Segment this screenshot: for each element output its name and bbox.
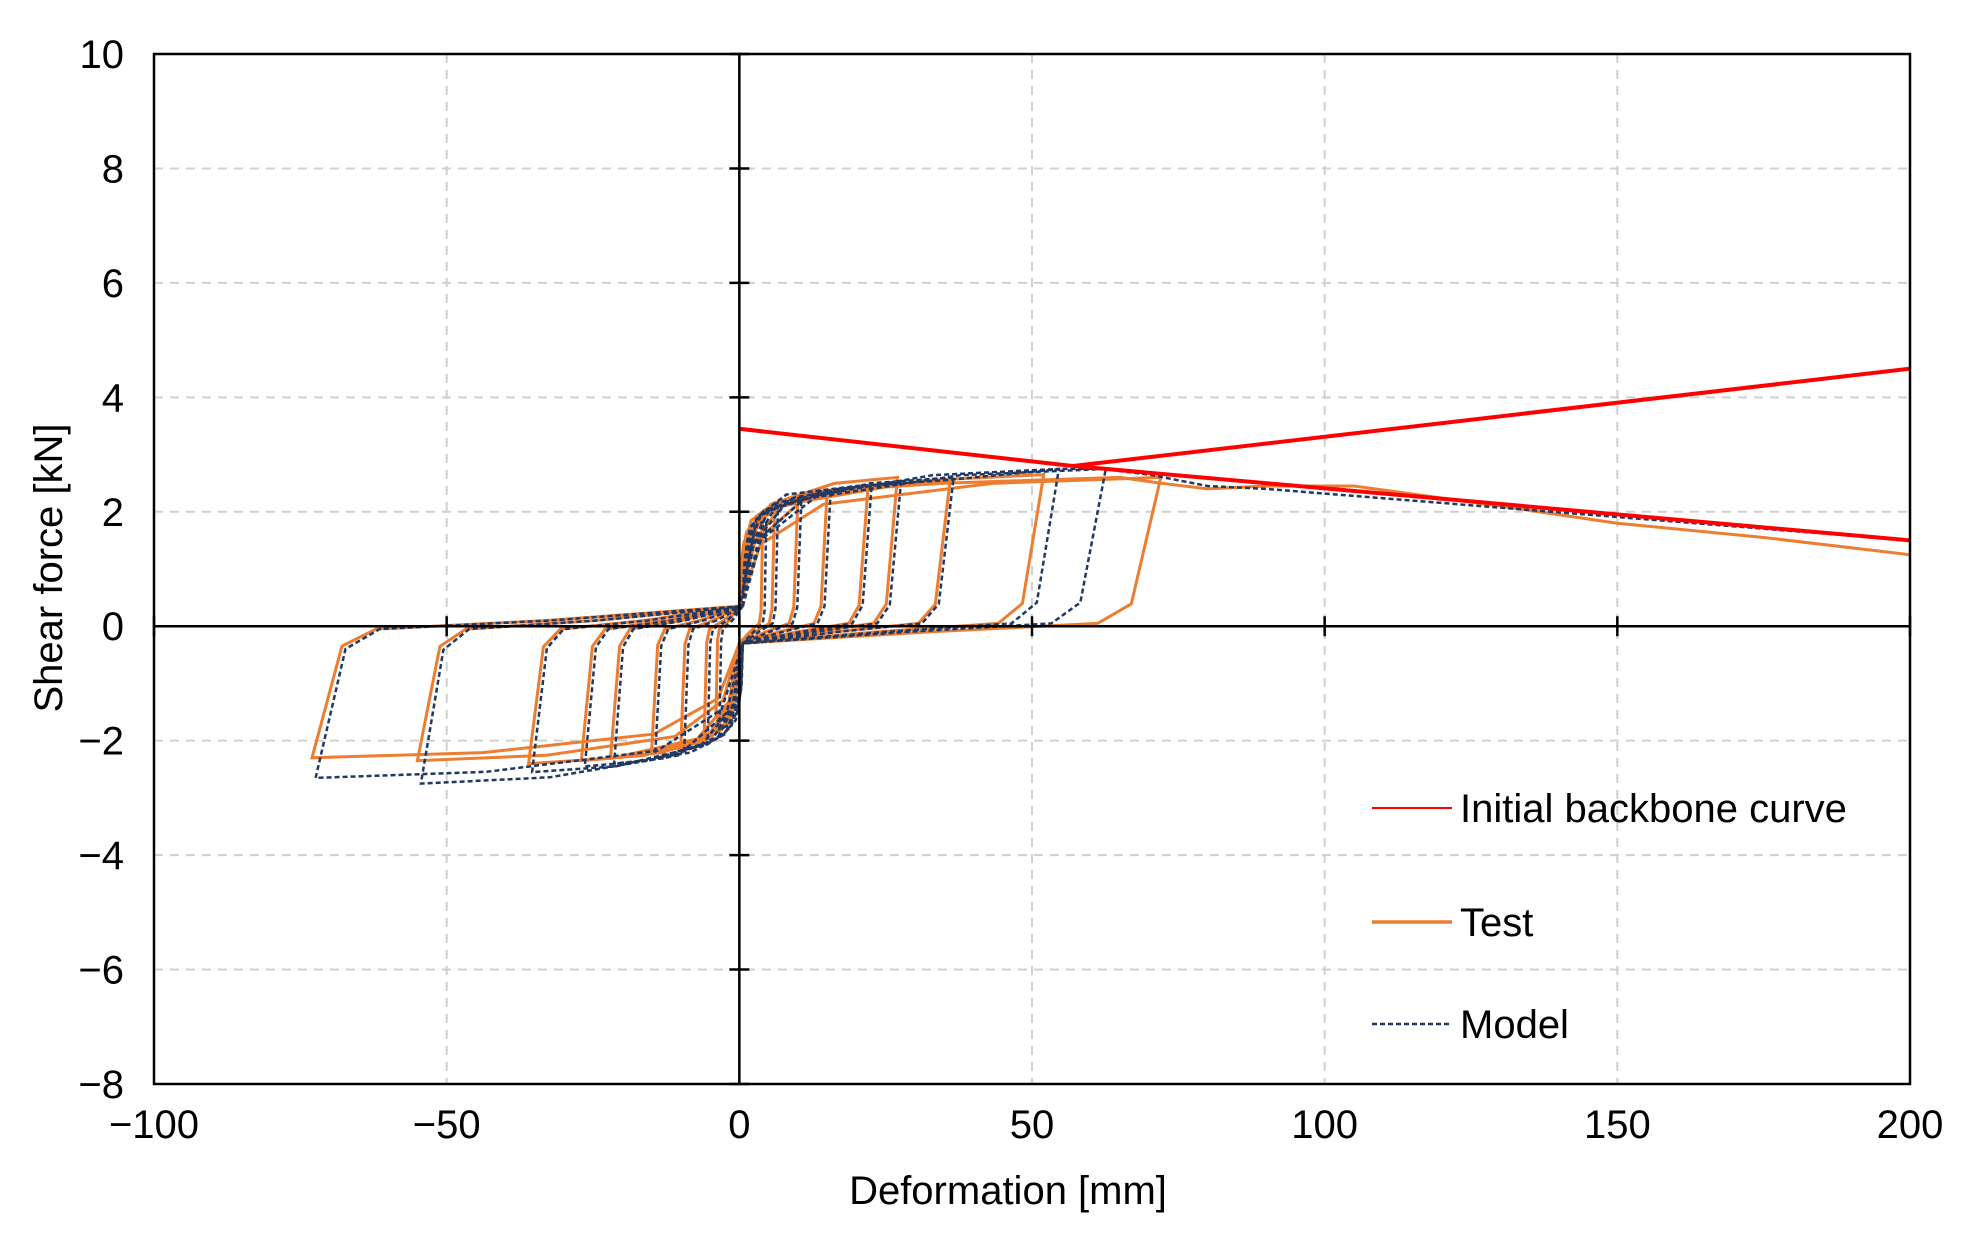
- x-tick-label-1: −50: [413, 1103, 481, 1147]
- y-tick-label-1: −6: [78, 949, 124, 993]
- series-2-loop-7: [419, 467, 1061, 785]
- y-tick-label-5: 2: [102, 491, 124, 535]
- y-tick-label-4: 0: [102, 605, 124, 649]
- x-tick-label-3: 50: [1010, 1103, 1055, 1147]
- series-1-envelope: [737, 475, 1911, 610]
- x-tick-label-4: 100: [1291, 1103, 1358, 1147]
- y-tick-label-3: −2: [78, 720, 124, 764]
- x-tick-label-0: −100: [109, 1103, 199, 1147]
- y-tick-label-2: −4: [78, 834, 124, 878]
- series-0-segment-1: [1072, 366, 1911, 468]
- legend-label-model: Model: [1460, 1003, 1569, 1047]
- x-tick-label-6: 200: [1877, 1103, 1944, 1147]
- y-tick-label-9: 10: [80, 33, 125, 77]
- grid-layer: [154, 54, 1910, 1084]
- legend: Initial backbone curve Test Model: [1372, 787, 1847, 1047]
- y-tick-label-0: −8: [78, 1063, 124, 1107]
- x-axis-title: Deformation [mm]: [849, 1169, 1167, 1213]
- plot-border: [152, 52, 1912, 1086]
- series-2-loops: [314, 467, 1911, 785]
- x-tick-label-2: 0: [728, 1103, 750, 1147]
- legend-label-backbone: Initial backbone curve: [1460, 787, 1847, 831]
- y-tick-label-7: 6: [102, 262, 124, 306]
- y-tick-label-8: 8: [102, 147, 124, 191]
- series-2-loop-1: [706, 504, 780, 743]
- ticks-layer: −8 −6 −4 −2 0 2 4 6 8 10 −100 −50 0 50 100 150 200: [78, 33, 1943, 1147]
- x-tick-label-5: 150: [1584, 1103, 1651, 1147]
- legend-label-test: Test: [1460, 901, 1533, 945]
- y-axis-title: Shear force [kN]: [27, 423, 71, 712]
- y-tick-label-6: 4: [102, 376, 124, 420]
